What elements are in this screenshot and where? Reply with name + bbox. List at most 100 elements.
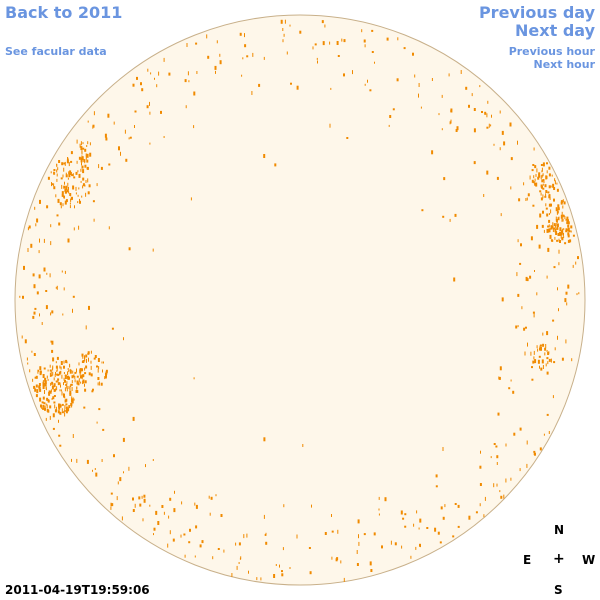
facula-dot — [50, 389, 52, 393]
facula-dot — [336, 557, 339, 561]
facula-dot — [64, 387, 66, 392]
facula-dot — [448, 73, 450, 77]
facula-dot — [72, 308, 73, 313]
facula-dot — [441, 128, 443, 131]
facula-dot — [560, 214, 563, 219]
facula-dot — [520, 243, 522, 247]
facula-dot — [491, 114, 492, 118]
facula-dot — [24, 339, 27, 344]
facula-dot — [34, 307, 37, 310]
facula-dot — [33, 385, 36, 389]
facula-dot — [499, 147, 501, 151]
facula-dot — [503, 141, 506, 146]
facula-dot — [61, 403, 64, 406]
facula-dot — [132, 509, 135, 512]
facula-dot — [329, 41, 331, 45]
facula-dot — [64, 399, 67, 403]
facula-dot — [67, 372, 69, 375]
facula-dot — [314, 43, 317, 46]
facula-dot — [567, 228, 569, 232]
facula-dot — [548, 431, 550, 434]
facula-dot — [84, 380, 87, 384]
facula-dot — [371, 51, 374, 53]
previous-hour-link[interactable]: Previous hour — [508, 45, 595, 58]
next-day-link[interactable]: Next day — [515, 21, 595, 40]
facula-dot — [496, 462, 498, 465]
facula-dot — [86, 145, 88, 147]
facula-dot — [542, 173, 544, 177]
facula-dot — [51, 182, 52, 187]
facula-dot — [404, 525, 407, 528]
facula-dot — [81, 353, 84, 357]
facula-dot — [110, 506, 112, 510]
facula-dot — [64, 200, 67, 205]
facula-dot — [163, 511, 165, 515]
facula-dot — [572, 234, 575, 237]
facula-dot — [331, 514, 332, 517]
facula-dot — [331, 556, 333, 560]
facula-dot — [132, 416, 135, 421]
facula-dot — [541, 185, 543, 189]
facula-dot — [51, 349, 54, 353]
facula-dot — [442, 447, 444, 451]
facula-dot — [65, 199, 68, 203]
facula-dot — [389, 115, 392, 118]
facula-dot — [97, 382, 99, 386]
facula-dot — [82, 360, 85, 363]
facula-dot — [79, 200, 81, 204]
facula-dot — [62, 174, 64, 178]
facula-dot — [65, 185, 68, 189]
compass-center-mark: + — [553, 551, 565, 567]
facula-dot — [547, 191, 550, 194]
facula-dot — [324, 532, 327, 535]
facula-dot — [392, 108, 395, 111]
facula-dot — [19, 295, 21, 298]
facula-dot — [68, 370, 70, 372]
previous-day-link[interactable]: Previous day — [478, 3, 595, 22]
facula-dot — [526, 278, 529, 282]
facula-dot — [510, 379, 512, 382]
facula-dot — [449, 218, 451, 222]
facula-dot — [43, 367, 46, 370]
facula-dot — [539, 213, 542, 218]
facula-dot — [442, 516, 445, 520]
facula-dot — [74, 371, 77, 374]
facula-dot — [546, 357, 549, 360]
facula-dot — [316, 57, 318, 60]
facula-dot — [562, 199, 564, 203]
back-to-year-link[interactable]: Back to 2011 — [5, 3, 123, 22]
facula-dot — [442, 215, 445, 218]
facula-dot — [65, 383, 68, 386]
facula-dot — [43, 402, 46, 405]
next-hour-link[interactable]: Next hour — [533, 58, 596, 71]
see-facular-data-link[interactable]: See facular data — [5, 45, 107, 58]
facula-dot — [550, 358, 552, 363]
facula-dot — [401, 545, 403, 549]
facula-dot — [80, 158, 83, 163]
facula-dot — [533, 450, 536, 453]
facula-dot — [48, 391, 51, 396]
facula-dot — [84, 388, 87, 392]
facula-dot — [554, 180, 556, 185]
facula-dot — [42, 396, 45, 400]
facula-dot — [571, 358, 573, 362]
facula-dot — [79, 198, 80, 202]
facula-dot — [172, 538, 175, 542]
facula-dot — [153, 533, 154, 536]
facula-dot — [324, 24, 326, 28]
facula-dot — [69, 390, 72, 394]
facula-dot — [163, 57, 165, 62]
facula-dot — [92, 469, 93, 472]
facula-dot — [58, 403, 60, 408]
facula-dot — [263, 437, 266, 442]
facula-dot — [76, 139, 78, 144]
facula-dot — [283, 504, 285, 508]
facula-dot — [473, 128, 476, 133]
facula-dot — [53, 377, 55, 381]
facula-dot — [60, 384, 61, 388]
facula-dot — [82, 185, 84, 189]
facula-dot — [105, 373, 107, 377]
facula-dot — [74, 379, 76, 383]
facula-dot — [97, 358, 100, 362]
facula-dot — [66, 191, 67, 194]
